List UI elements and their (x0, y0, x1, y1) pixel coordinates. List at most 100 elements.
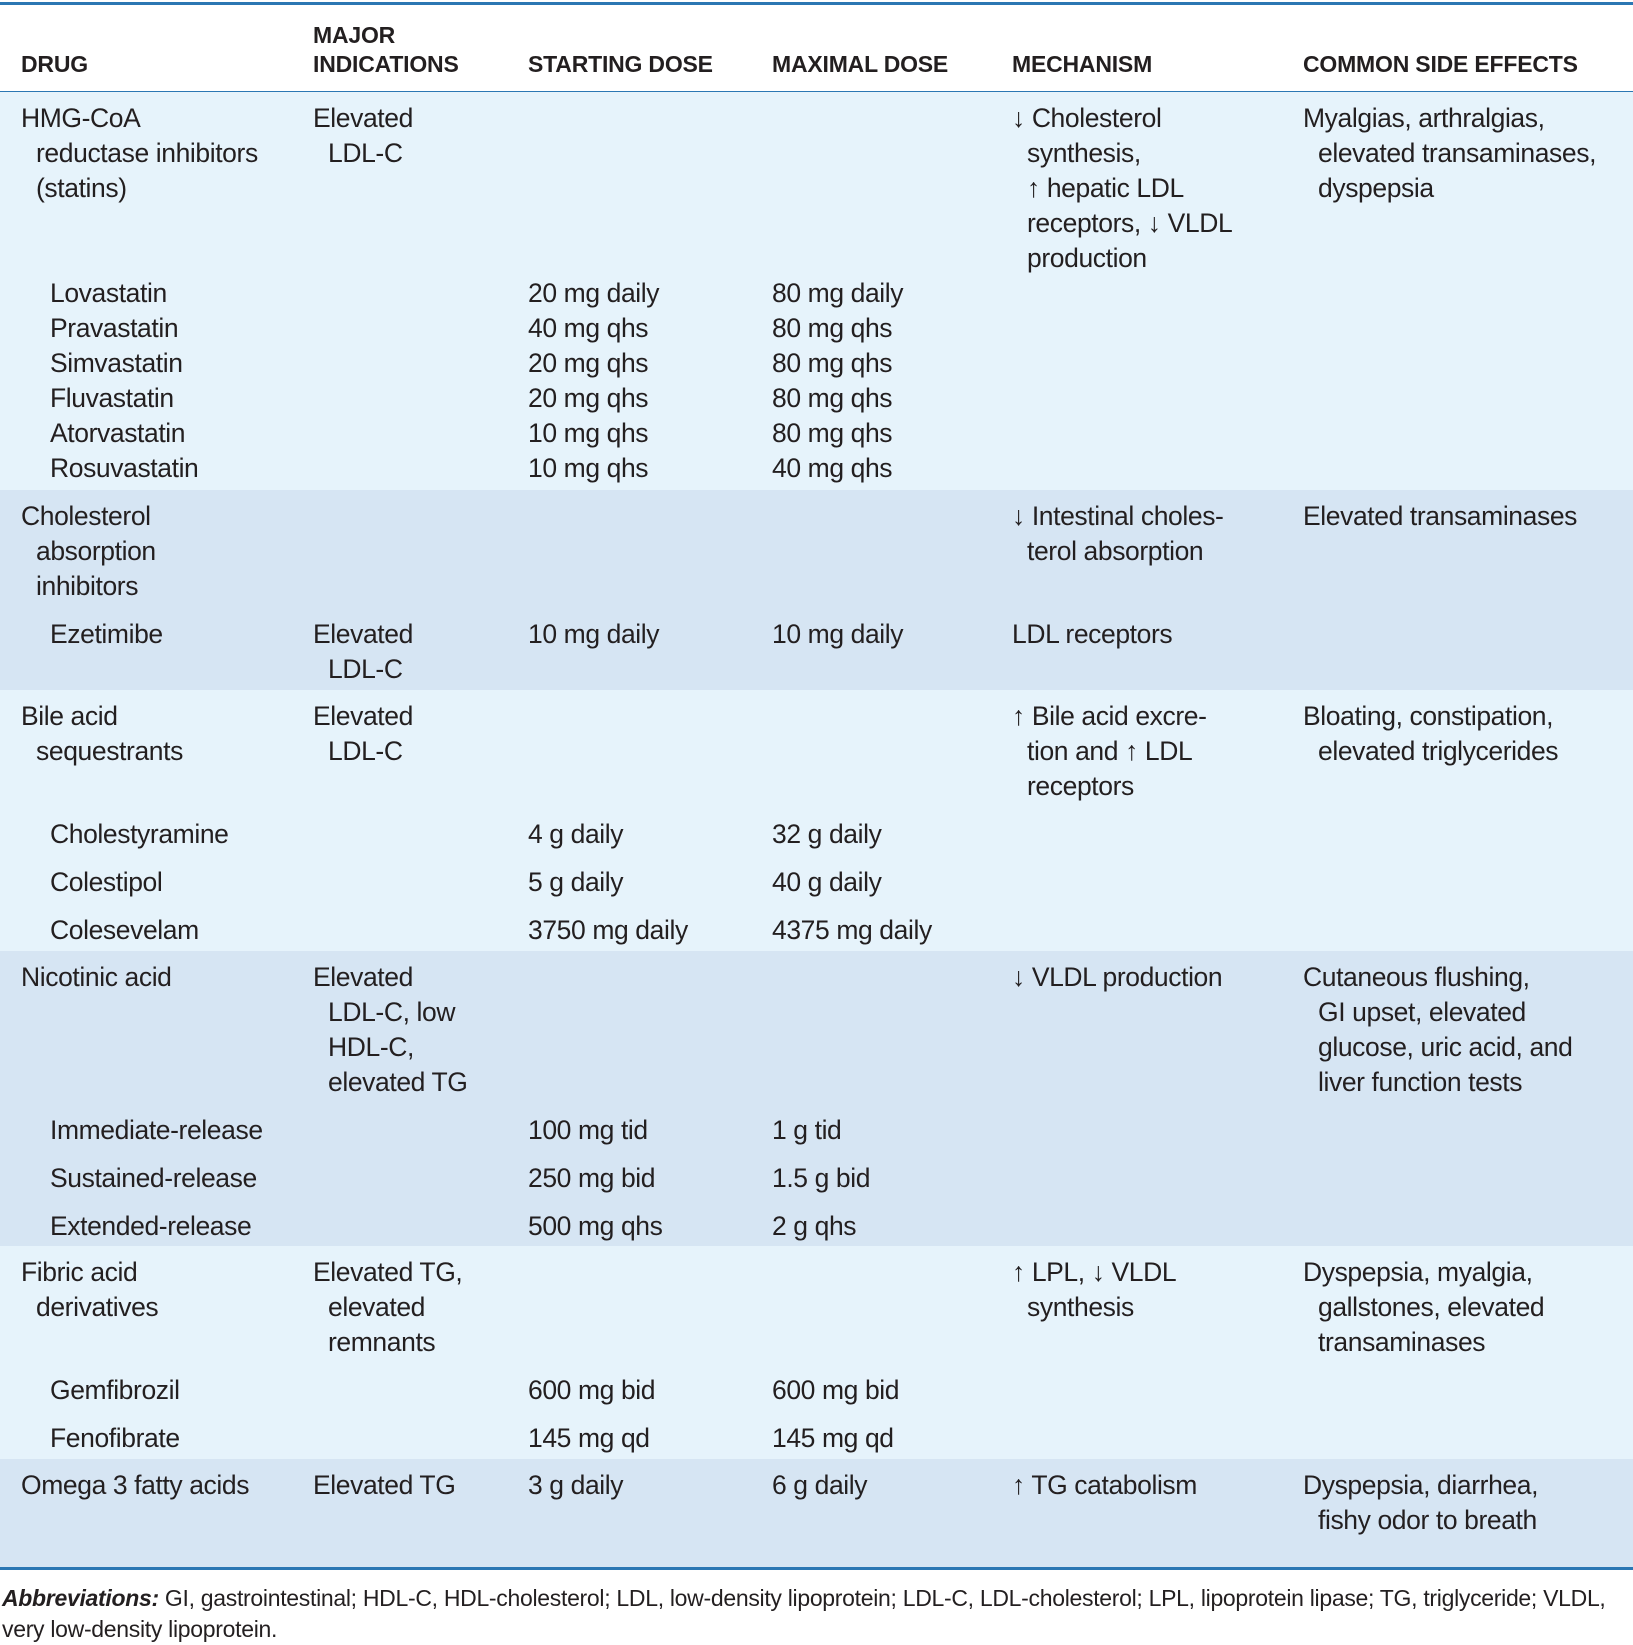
cell-line: tion and ↑ LDL (1027, 736, 1193, 766)
cell-drug: Cholesterol absorption inhibitors (21, 499, 156, 604)
cell-line: Colestipol (50, 867, 163, 897)
item-start: 5 g daily (528, 865, 624, 900)
cell-line: (statins) (36, 173, 127, 203)
cell-line: LDL receptors (1012, 619, 1173, 649)
item-max: 1 g tid (772, 1113, 842, 1148)
item-start: 4 g daily (528, 817, 624, 852)
drug-class-group: Bile acid sequestrants Elevated LDL-C ↑ Bile… (0, 690, 1633, 951)
cell-line: Gemfibrozil (50, 1375, 180, 1405)
cell-drug: HMG-CoA reductase inhibitors (statins) (21, 101, 258, 206)
cell-line: Immediate-release (50, 1115, 263, 1145)
cell-line: Bile acid (21, 701, 118, 731)
header-drug: DRUG (21, 50, 88, 79)
cell-line: 500 mg qhs (528, 1211, 663, 1241)
cell-line: Fibric acid (21, 1257, 138, 1287)
cell-line: 6 g daily (772, 1470, 868, 1500)
cell-indications: Elevated LDL-C, low HDL-C, elevated TG (313, 960, 468, 1100)
item-drug: Atorvastatin (50, 416, 186, 451)
item-drug: Gemfibrozil (50, 1373, 180, 1408)
cell-line: 32 g daily (772, 819, 882, 849)
item-drug: Cholestyramine (50, 817, 229, 852)
cell-line: 10 mg qhs (528, 418, 649, 448)
cell-line: 145 mg qd (528, 1423, 650, 1453)
cell-line: Sustained-release (50, 1163, 257, 1193)
cell-line: absorption (36, 536, 156, 566)
cell-line: remnants (328, 1327, 436, 1357)
cell-line: Bloating, constipation, (1303, 701, 1554, 731)
cell-line: Elevated (313, 962, 413, 992)
item-max: 145 mg qd (772, 1421, 894, 1456)
header-line: DRUG (21, 51, 88, 77)
item-max: 80 mg qhs (772, 311, 893, 346)
cell-line: reductase inhibitors (36, 138, 258, 168)
item-drug: Sustained-release (50, 1161, 257, 1196)
cell-line: glucose, uric acid, and (1318, 1032, 1573, 1062)
header-max: MAXIMAL DOSE (772, 50, 948, 79)
header-side: COMMON SIDE EFFECTS (1303, 50, 1578, 79)
cell-line: 250 mg bid (528, 1163, 656, 1193)
cell-line: 10 mg daily (528, 619, 660, 649)
item-drug: Immediate-release (50, 1113, 263, 1148)
cell-line: synthesis, (1027, 138, 1141, 168)
item-start: 3750 mg daily (528, 913, 688, 948)
item-mechanism: LDL receptors (1012, 617, 1173, 652)
cell-line: gallstones, elevated (1318, 1292, 1545, 1322)
cell-line: 1 g tid (772, 1115, 842, 1145)
cell-line: Dyspepsia, diarrhea, (1303, 1470, 1539, 1500)
cell-line: elevated (328, 1292, 425, 1322)
item-max: 600 mg bid (772, 1373, 900, 1408)
cell-line: Fluvastatin (50, 383, 174, 413)
cell-line: Extended-release (50, 1211, 252, 1241)
cell-indications: Elevated TG (313, 1468, 456, 1503)
cell-line: 40 mg qhs (528, 313, 649, 343)
cell-line: ↑ TG catabolism (1012, 1470, 1197, 1500)
cell-line: Fenofibrate (50, 1423, 180, 1453)
cell-line: Rosuvastatin (50, 453, 199, 483)
cell-drug: Bile acid sequestrants (21, 699, 183, 769)
cell-line: 600 mg bid (528, 1375, 656, 1405)
cell-line: 80 mg qhs (772, 418, 893, 448)
cell-line: LDL-C (328, 654, 403, 684)
cell-start: 3 g daily (528, 1468, 624, 1503)
item-drug: Simvastatin (50, 346, 183, 381)
cell-indications: Elevated LDL-C (313, 699, 413, 769)
header-line: MAJOR (313, 22, 396, 48)
cell-drug: Nicotinic acid (21, 960, 172, 995)
top-rule (0, 2, 1633, 5)
item-drug: Colesevelam (50, 913, 199, 948)
item-max: 4375 mg daily (772, 913, 932, 948)
item-drug: Extended-release (50, 1209, 252, 1244)
cell-side: Elevated transaminases (1303, 499, 1577, 534)
cell-line: ↑ hepatic LDL (1027, 173, 1184, 203)
cell-max: 6 g daily (772, 1468, 868, 1503)
drug-class-group: Cholesterol absorption inhibitors ↓ Intesti… (0, 490, 1633, 690)
cell-line: 2 g qhs (772, 1211, 857, 1241)
cell-line: dyspepsia (1318, 173, 1434, 203)
cell-line: 80 mg qhs (772, 383, 893, 413)
item-max: 40 mg qhs (772, 451, 893, 486)
cell-line: 100 mg tid (528, 1115, 648, 1145)
cell-side: Cutaneous flushing, GI upset, elevated glu… (1303, 960, 1573, 1100)
cell-line: sequestrants (36, 736, 183, 766)
header-line: STARTING DOSE (528, 51, 713, 77)
item-start: 40 mg qhs (528, 311, 649, 346)
cell-line: 3 g daily (528, 1470, 624, 1500)
header-indications: MAJOR INDICATIONS (313, 21, 459, 79)
item-start: 20 mg daily (528, 276, 660, 311)
cell-line: HDL-C, (328, 1032, 414, 1062)
bottom-rule (0, 1567, 1633, 1570)
cell-line: 3750 mg daily (528, 915, 688, 945)
cell-line: Simvastatin (50, 348, 183, 378)
cell-line: elevated transaminases, (1318, 138, 1597, 168)
cell-mechanism: ↑ TG catabolism (1012, 1468, 1197, 1503)
cell-line: elevated triglycerides (1318, 736, 1559, 766)
cell-side: Myalgias, arthralgias, elevated transamin… (1303, 101, 1596, 206)
cell-line: liver function tests (1318, 1067, 1523, 1097)
drug-class-group: HMG-CoA reductase inhibitors (statins) Elev… (0, 92, 1633, 490)
item-start: 500 mg qhs (528, 1209, 663, 1244)
cell-line: 4375 mg daily (772, 915, 932, 945)
cell-indications: Elevated LDL-C (313, 101, 413, 171)
cell-drug: Fibric acid derivatives (21, 1255, 159, 1325)
cell-line: 10 mg qhs (528, 453, 649, 483)
cell-line: Myalgias, arthralgias, (1303, 103, 1545, 133)
